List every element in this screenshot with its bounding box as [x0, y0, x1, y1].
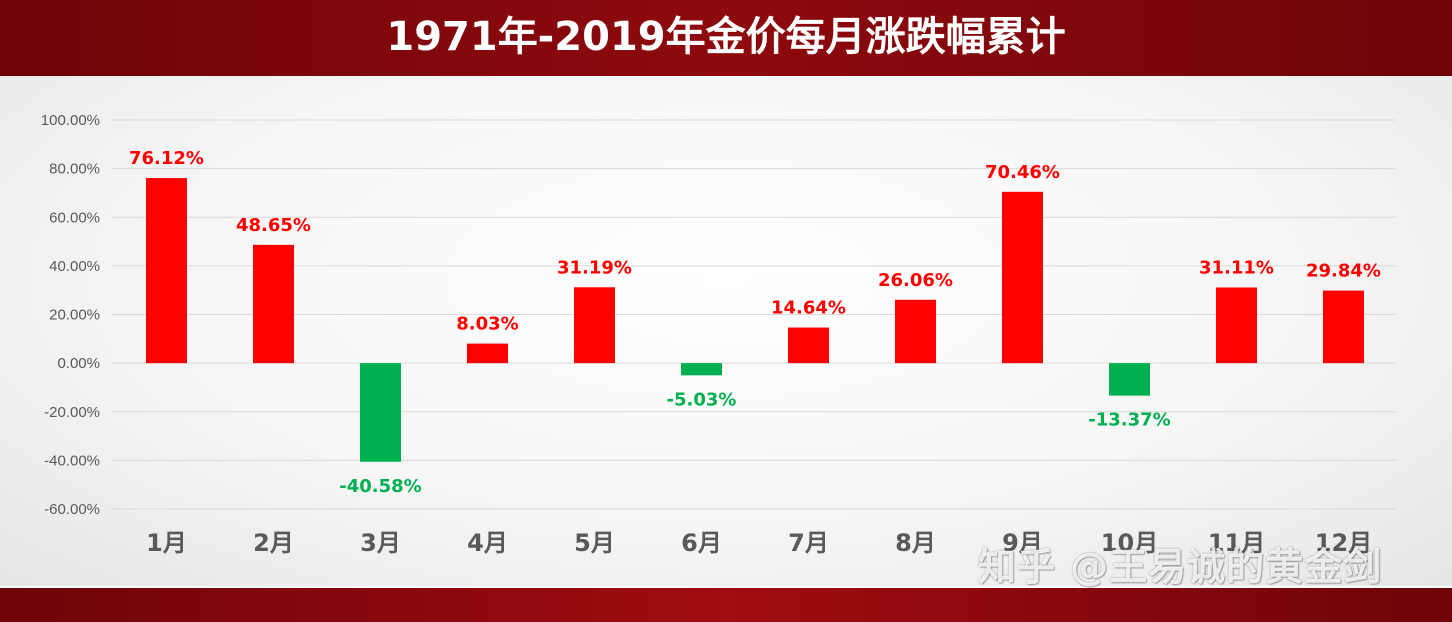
- data-label: 31.19%: [557, 257, 632, 278]
- data-label: 76.12%: [129, 148, 204, 169]
- x-tick-label: 11月: [1208, 529, 1265, 557]
- data-label: 14.64%: [771, 298, 846, 319]
- bar: [1323, 290, 1364, 364]
- data-label: 26.06%: [878, 270, 953, 291]
- y-tick-label: -60.00%: [44, 501, 100, 518]
- footer-banner: [0, 588, 1452, 622]
- x-tick-label: 3月: [360, 529, 401, 557]
- x-tick-label: 7月: [788, 529, 829, 557]
- data-label: -13.37%: [1088, 410, 1170, 431]
- bar: [467, 343, 508, 364]
- title-banner: [0, 0, 1452, 76]
- bar: [574, 287, 615, 364]
- data-label: -5.03%: [667, 389, 737, 410]
- bar: [788, 327, 829, 364]
- y-tick-label: -20.00%: [44, 404, 100, 421]
- x-tick-label: 4月: [467, 529, 508, 557]
- bar: [1216, 287, 1257, 364]
- bar: [895, 299, 936, 364]
- x-tick-label: 12月: [1315, 529, 1372, 557]
- data-label: 29.84%: [1306, 261, 1381, 282]
- data-label: 8.03%: [456, 314, 518, 335]
- bar: [146, 178, 187, 364]
- bar: [253, 244, 294, 364]
- bar: [681, 363, 722, 376]
- bar: [360, 363, 401, 462]
- y-tick-label: 100.00%: [41, 112, 100, 129]
- y-tick-label: 40.00%: [49, 258, 100, 275]
- data-label: 31.11%: [1199, 257, 1274, 278]
- x-tick-label: 9月: [1002, 529, 1043, 557]
- chart-panel: [0, 76, 1452, 586]
- y-tick-label: -40.00%: [44, 452, 100, 469]
- bar: [1109, 363, 1150, 396]
- x-tick-label: 2月: [253, 529, 294, 557]
- x-tick-label: 1月: [146, 529, 187, 557]
- y-tick-label: 80.00%: [49, 161, 100, 178]
- y-tick-label: 20.00%: [49, 307, 100, 324]
- data-label: 70.46%: [985, 162, 1060, 183]
- watermark-text: 知乎 @王易诚的黄金剑: [978, 545, 1383, 589]
- x-tick-label: 8月: [895, 529, 936, 557]
- x-tick-label: 6月: [681, 529, 722, 557]
- chart-title: 1971年-2019年金价每月涨跌幅累计: [386, 14, 1066, 60]
- data-label: -40.58%: [339, 476, 421, 497]
- data-label: 48.65%: [236, 215, 311, 236]
- bar: [1002, 191, 1043, 364]
- y-tick-label: 60.00%: [49, 209, 100, 226]
- y-tick-label: 0.00%: [57, 355, 100, 372]
- x-tick-label: 10月: [1101, 529, 1158, 557]
- x-tick-label: 5月: [574, 529, 615, 557]
